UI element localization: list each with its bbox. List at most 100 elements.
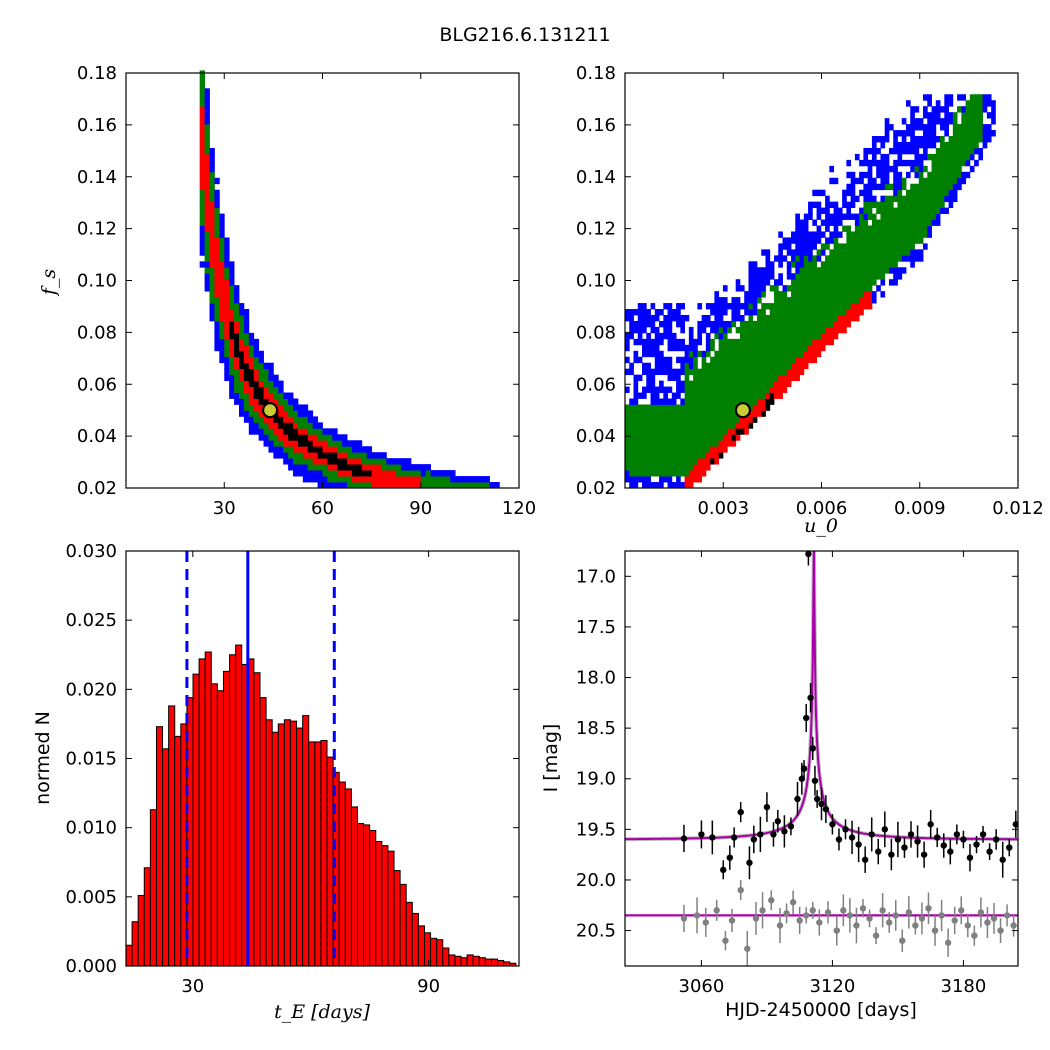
- heatmap-cell: [778, 338, 783, 346]
- heatmap-cell: [356, 458, 363, 465]
- heatmap-cell: [646, 344, 651, 352]
- heatmap-cell: [650, 416, 656, 423]
- data-point: [787, 823, 795, 830]
- heatmap-cell: [646, 362, 651, 370]
- heatmap-cell: [234, 380, 240, 387]
- heatmap-cell: [327, 464, 333, 471]
- data-point: [796, 917, 803, 924]
- heatmap-cell: [820, 291, 826, 298]
- heatmap-cell: [761, 386, 766, 393]
- heatmap-cell: [650, 482, 656, 489]
- heatmap-cell: [199, 171, 205, 179]
- heatmap-cell: [969, 141, 975, 149]
- heatmap-cell: [888, 124, 894, 131]
- heatmap-cell: [273, 386, 279, 393]
- te-fs-ytick-label: 0.14: [77, 167, 117, 188]
- heatmap-cell: [837, 279, 843, 286]
- heatmap-cell: [633, 458, 639, 465]
- heatmap-cell: [718, 392, 724, 399]
- heatmap-cell: [219, 267, 225, 274]
- heatmap-cell: [782, 285, 788, 292]
- heatmap-cell: [816, 314, 822, 322]
- heatmap-cell: [693, 422, 698, 429]
- heatmap-cell: [659, 482, 664, 489]
- heatmap-cell: [833, 303, 839, 310]
- heatmap-cell: [820, 285, 826, 292]
- heatmap-cell: [693, 446, 698, 453]
- heatmap-cell: [435, 476, 441, 483]
- heatmap-cell: [744, 356, 749, 364]
- heatmap-cell: [629, 368, 634, 376]
- heatmap-cell: [199, 231, 205, 238]
- heatmap-cell: [204, 141, 210, 149]
- heatmap-cell: [923, 195, 928, 203]
- heatmap-cell: [642, 404, 647, 411]
- heatmap-cell: [693, 434, 698, 441]
- heatmap-cell: [642, 309, 647, 316]
- heatmap-cell: [761, 285, 766, 292]
- heatmap-cell: [718, 356, 724, 364]
- heatmap-cell: [684, 458, 690, 465]
- heatmap-cell: [884, 153, 890, 161]
- heatmap-cell: [761, 362, 766, 370]
- heatmap-cell: [918, 195, 924, 203]
- heatmap-cell: [842, 273, 847, 280]
- heatmap-cell: [302, 428, 309, 435]
- heatmap-cell: [880, 159, 886, 167]
- heatmap-cell: [642, 350, 647, 358]
- heatmap-cell: [688, 368, 694, 376]
- data-point: [829, 821, 836, 828]
- data-point: [977, 909, 985, 916]
- heatmap-cell: [204, 136, 210, 143]
- heatmap-cell: [654, 392, 660, 399]
- heatmap-cell: [327, 440, 333, 447]
- heatmap-cell: [957, 136, 962, 143]
- data-point: [940, 842, 947, 849]
- heatmap-cell: [209, 291, 215, 298]
- heatmap-cell: [846, 291, 852, 298]
- heatmap-cell: [342, 446, 348, 453]
- heatmap-cell: [923, 147, 928, 155]
- heatmap-cell: [625, 410, 630, 417]
- heatmap-cell: [744, 416, 749, 423]
- heatmap-cell: [258, 392, 264, 399]
- heatmap-cell: [278, 404, 284, 411]
- heatmap-cell: [931, 153, 937, 161]
- heatmap-cell: [684, 350, 690, 358]
- heatmap-cell: [710, 338, 715, 346]
- heatmap-cell: [633, 428, 639, 435]
- heatmap-cell: [816, 344, 822, 352]
- heatmap-cell: [884, 171, 890, 179]
- heatmap-cell: [243, 380, 250, 387]
- heatmap-cell: [867, 213, 873, 220]
- heatmap-cell: [791, 255, 796, 262]
- histogram-bar: [375, 841, 383, 967]
- te-fs-heatmap: [199, 70, 500, 489]
- heatmap-cell: [688, 332, 694, 340]
- heatmap-cell: [342, 476, 348, 483]
- heatmap-cell: [342, 452, 348, 459]
- heatmap-cell: [415, 470, 422, 477]
- heatmap-cell: [199, 112, 205, 119]
- heatmap-cell: [680, 386, 686, 393]
- heatmap-cell: [693, 452, 698, 459]
- heatmap-cell: [219, 297, 225, 304]
- histogram-xtick-label: 30: [181, 976, 204, 997]
- heatmap-cell: [837, 267, 843, 274]
- data-point: [737, 886, 744, 894]
- heatmap-cell: [774, 344, 779, 352]
- heatmap-cell: [837, 285, 843, 292]
- histogram-bar: [503, 961, 511, 967]
- heatmap-cell: [229, 297, 235, 304]
- heatmap-cell: [697, 374, 703, 382]
- data-point: [966, 854, 974, 861]
- heatmap-cell: [697, 428, 703, 435]
- heatmap-cell: [381, 452, 387, 459]
- heatmap-cell: [693, 476, 698, 483]
- heatmap-cell: [701, 320, 707, 328]
- heatmap-cell: [302, 440, 309, 447]
- heatmap-cell: [633, 470, 639, 477]
- heatmap-cell: [214, 207, 220, 214]
- heatmap-cell: [697, 303, 703, 310]
- heatmap-cell: [778, 303, 783, 310]
